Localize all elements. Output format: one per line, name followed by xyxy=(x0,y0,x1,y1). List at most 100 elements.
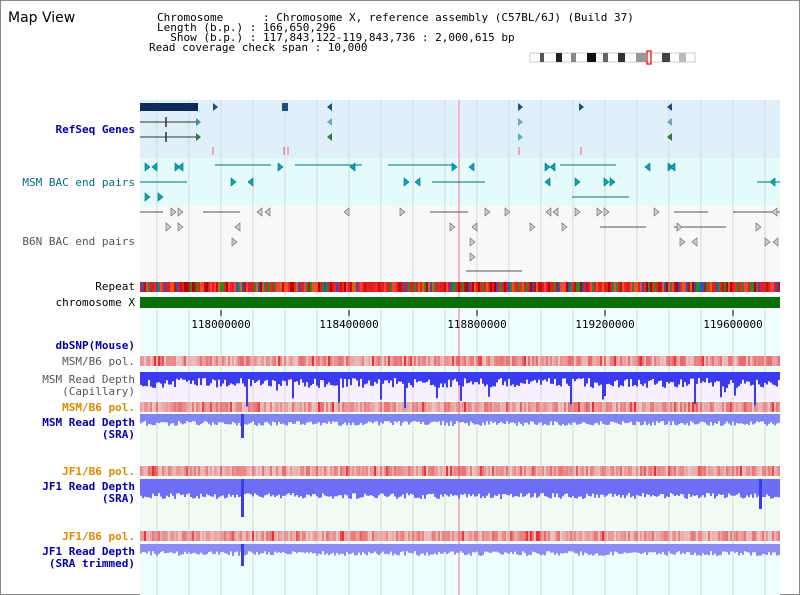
read-depth-bar xyxy=(612,479,614,497)
read-depth-bar xyxy=(328,414,330,422)
track-label-jf1-b6-pol-2[interactable]: JF1/B6 pol. xyxy=(62,530,135,543)
repeat-segment xyxy=(322,282,324,292)
polymorphism-cell xyxy=(616,531,618,541)
polymorphism-cell xyxy=(618,356,620,366)
polymorphism-cell xyxy=(350,356,352,366)
read-depth-bar xyxy=(510,544,512,552)
repeat-segment xyxy=(668,282,670,292)
read-depth-bar xyxy=(236,479,238,495)
polymorphism-cell xyxy=(294,402,296,412)
repeat-segment xyxy=(342,282,344,292)
polymorphism-cell xyxy=(288,531,290,541)
polymorphism-cell xyxy=(528,402,530,412)
polymorphism-cell xyxy=(344,466,346,476)
read-depth-bar xyxy=(476,544,478,552)
track-label-msm-b6-pol-1[interactable]: MSM/B6 pol. xyxy=(62,355,135,368)
read-depth-bar xyxy=(396,544,398,556)
read-depth-bar xyxy=(584,414,586,423)
polymorphism-cell xyxy=(206,466,208,476)
read-depth-bar xyxy=(534,372,536,380)
read-depth-bar xyxy=(612,414,614,422)
read-depth-bar xyxy=(526,479,528,495)
polymorphism-cell xyxy=(150,531,152,541)
track-label-dbsnp[interactable]: dbSNP(Mouse) xyxy=(55,339,135,352)
polymorphism-cell xyxy=(760,466,762,476)
polymorphism-cell xyxy=(520,356,522,366)
track-label-msm-read-depth-capillary[interactable]: MSM Read Depth xyxy=(42,373,135,386)
polymorphism-cell xyxy=(394,531,396,541)
polymorphism-cell xyxy=(626,356,628,366)
axis-tick-label: 119200000 xyxy=(575,318,635,331)
track-label-refseq[interactable]: RefSeq Genes xyxy=(55,123,135,136)
polymorphism-cell xyxy=(548,356,550,366)
read-depth-bar xyxy=(376,372,378,384)
read-depth-bar xyxy=(704,414,706,423)
read-depth-bar xyxy=(616,544,618,553)
read-depth-bar xyxy=(226,414,228,425)
read-depth-bar xyxy=(630,414,632,422)
polymorphism-cell xyxy=(260,531,262,541)
read-depth-bar xyxy=(476,372,478,382)
polymorphism-cell xyxy=(276,356,278,366)
read-depth-bar xyxy=(756,479,758,498)
polymorphism-cell xyxy=(278,356,280,366)
repeat-segment xyxy=(654,282,656,292)
read-depth-bar xyxy=(666,544,668,556)
track-label-msm-read-depth-sra[interactable]: MSM Read Depth xyxy=(42,416,135,429)
polymorphism-cell xyxy=(282,466,284,476)
read-depth-bar xyxy=(566,544,568,554)
polymorphism-cell xyxy=(736,356,738,366)
repeat-segment xyxy=(586,282,588,292)
polymorphism-cell xyxy=(154,466,156,476)
track-label-jf1-read-depth-sra[interactable]: JF1 Read Depth xyxy=(42,480,135,493)
polymorphism-cell xyxy=(182,356,184,366)
polymorphism-cell xyxy=(688,531,690,541)
polymorphism-cell xyxy=(728,356,730,366)
read-depth-bar xyxy=(684,544,686,554)
read-depth-bar xyxy=(206,479,208,495)
polymorphism-cell xyxy=(708,402,710,412)
track-label-repeat[interactable]: Repeat xyxy=(95,280,135,293)
track-label-msm-b6-pol-2[interactable]: MSM/B6 pol. xyxy=(62,401,135,414)
polymorphism-cell xyxy=(332,402,334,412)
polymorphism-cell xyxy=(466,402,468,412)
read-depth-bar xyxy=(374,372,376,382)
read-depth-bar xyxy=(502,414,504,424)
track-label-jf1-read-depth-trimmed[interactable]: JF1 Read Depth xyxy=(42,545,135,558)
repeat-segment xyxy=(428,282,430,292)
polymorphism-cell xyxy=(290,402,292,412)
polymorphism-cell xyxy=(196,531,198,541)
gene-arrow xyxy=(667,133,672,141)
repeat-segment xyxy=(728,282,730,292)
polymorphism-cell xyxy=(652,531,654,541)
read-depth-bar xyxy=(432,372,434,385)
polymorphism-cell xyxy=(308,531,310,541)
polymorphism-cell xyxy=(152,402,154,412)
read-depth-bar xyxy=(484,544,486,552)
polymorphism-cell xyxy=(348,402,350,412)
polymorphism-cell xyxy=(374,531,376,541)
read-depth-bar xyxy=(414,372,416,380)
polymorphism-cell xyxy=(534,402,536,412)
read-depth-bar xyxy=(148,544,150,552)
polymorphism-cell xyxy=(202,402,204,412)
read-depth-bar xyxy=(742,372,744,380)
read-depth-bar xyxy=(774,479,776,497)
read-depth-bar xyxy=(422,414,424,422)
read-depth-bar xyxy=(252,544,254,554)
read-depth-bar xyxy=(406,544,408,552)
polymorphism-cell xyxy=(526,531,528,541)
read-depth-bar xyxy=(304,479,306,498)
polymorphism-cell xyxy=(554,356,556,366)
read-depth-bar xyxy=(762,414,764,422)
polymorphism-cell xyxy=(692,531,694,541)
polymorphism-cell xyxy=(616,402,618,412)
polymorphism-cell xyxy=(412,531,414,541)
track-label-jf1-b6-pol-1[interactable]: JF1/B6 pol. xyxy=(62,465,135,478)
read-depth-bar xyxy=(500,544,502,555)
track-label-b6n-bac[interactable]: B6N BAC end pairs xyxy=(22,235,135,248)
polymorphism-cell xyxy=(196,402,198,412)
polymorphism-cell xyxy=(190,531,192,541)
track-label-msm-bac[interactable]: MSM BAC end pairs xyxy=(22,176,135,189)
